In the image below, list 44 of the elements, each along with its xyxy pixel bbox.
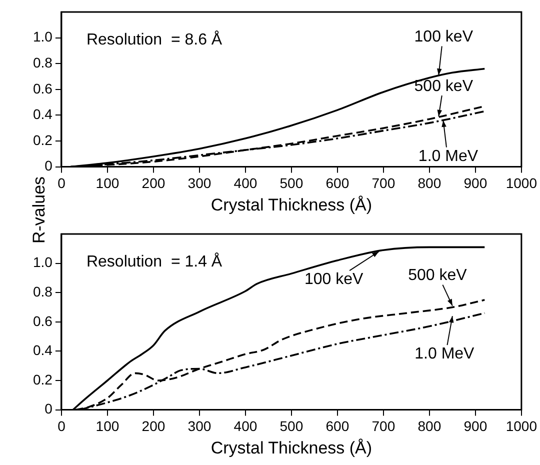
y-tick-label: 0.8 <box>32 283 53 300</box>
x-tick-label: 300 <box>188 418 212 434</box>
x-tick-label: 100 <box>96 418 120 434</box>
y-tick-label: 0.6 <box>32 80 53 96</box>
x-tick-label: 200 <box>142 418 166 434</box>
x-tick-label: 600 <box>326 418 350 434</box>
x-axis-title: Crystal Thickness (Å) <box>210 438 372 458</box>
y-tick-label: 1.0 <box>32 254 53 270</box>
x-tick-label: 0 <box>58 175 66 192</box>
x-tick-label: 1000 <box>506 418 538 434</box>
x-tick-label: 500 <box>280 175 304 192</box>
annotation: 1.0 MeV <box>418 148 478 165</box>
y-tick-label: 0.2 <box>32 132 53 148</box>
y-axis-title: R-values <box>30 176 50 244</box>
x-tick-label: 300 <box>188 175 212 192</box>
x-tick-label: 700 <box>372 175 396 192</box>
x-axis-title: Crystal Thickness (Å) <box>210 195 372 214</box>
y-tick-label: 0.2 <box>32 371 53 388</box>
x-tick-label: 800 <box>418 418 442 434</box>
x-tick-label: 600 <box>326 175 350 192</box>
x-tick-label: 200 <box>142 175 166 192</box>
annotation: Resolution = 8.6 Å <box>86 30 222 48</box>
y-tick-label: 0.4 <box>32 106 53 122</box>
x-tick-label: 500 <box>280 418 304 434</box>
y-tick-label: 0.8 <box>32 54 53 70</box>
x-tick-label: 400 <box>234 175 258 192</box>
x-tick-label: 0 <box>58 418 66 434</box>
annotation: 100 keV <box>304 270 364 288</box>
x-tick-label: 700 <box>372 418 396 434</box>
y-tick-label: 0 <box>44 158 53 174</box>
y-tick-label: 1.0 <box>32 28 53 45</box>
y-tick-label: 0.6 <box>32 312 53 329</box>
y-tick-label: 0 <box>44 400 53 417</box>
annotation: Resolution = 1.4 Å <box>86 252 222 270</box>
x-tick-label: 400 <box>234 418 258 434</box>
x-tick-label: 900 <box>464 175 488 192</box>
x-tick-label: 1000 <box>506 175 538 192</box>
annotation: 100 keV <box>414 28 474 46</box>
annotation: 1.0 MeV <box>414 345 475 362</box>
x-tick-label: 800 <box>418 175 442 192</box>
x-tick-label: 900 <box>464 418 488 434</box>
y-tick-label: 0.4 <box>32 342 53 358</box>
annotation: 500 keV <box>408 267 468 284</box>
x-tick-label: 100 <box>96 175 120 192</box>
